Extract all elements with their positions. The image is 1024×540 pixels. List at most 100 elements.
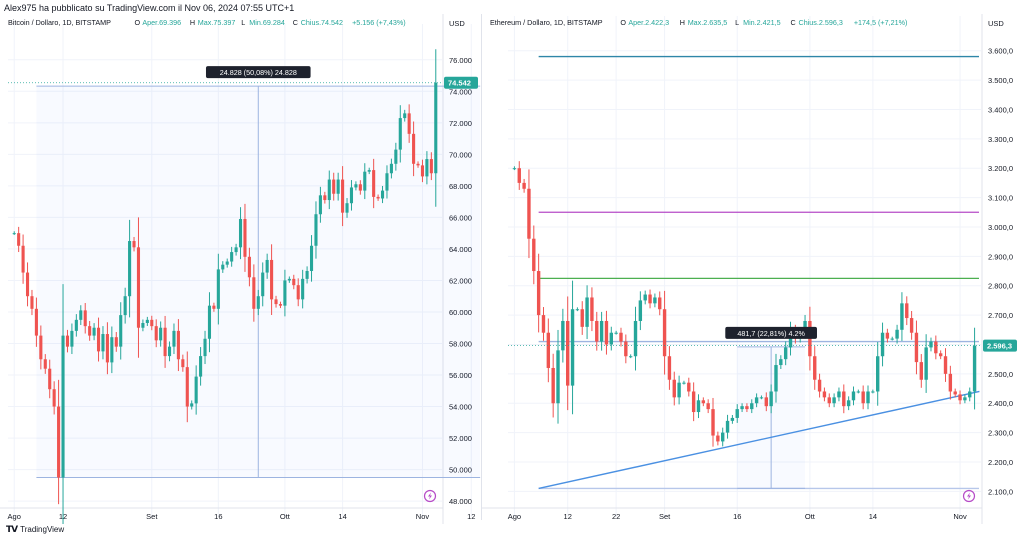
candle-body (895, 329, 899, 339)
candle-body (398, 118, 402, 150)
y-tick-label: 64.000 (449, 245, 472, 254)
candle-body (570, 309, 575, 386)
candle-body (221, 264, 225, 270)
y-tick-label: 2.800,0 (988, 282, 1013, 291)
candle-body (958, 394, 962, 401)
candle-body (57, 406, 61, 478)
candle-body (876, 356, 880, 392)
candle-body (653, 297, 657, 304)
candle-body (614, 332, 618, 334)
candle-body (332, 179, 336, 194)
candle-body (389, 163, 393, 174)
candle-body (114, 337, 118, 347)
bitcoin-chart[interactable]: Bitcoin / Dollaro, 1D, BITSTAMP O Aper.69.… (0, 14, 481, 524)
candle-body (136, 247, 141, 328)
candle-body (638, 300, 643, 321)
y-tick-label: 72.000 (449, 119, 472, 128)
legend-symbol: Ethereum / Dollaro, 1D, BITSTAMP (490, 18, 603, 27)
last-price-tag (983, 339, 1017, 352)
y-tick-label: 62.000 (449, 276, 472, 285)
candle-body (172, 330, 176, 347)
candle-body (517, 168, 521, 183)
candle-body (628, 356, 633, 358)
y-tick-label: 2.900,0 (988, 252, 1013, 261)
publisher-header: Alex975 ha pubblicato su TradingView.com… (4, 3, 295, 13)
candle-body (730, 417, 735, 421)
candle-body (101, 334, 105, 352)
candle-body (769, 391, 773, 407)
tradingview-logo-icon: 𝗧𝗩 (6, 524, 18, 534)
candle-body (123, 296, 127, 316)
candle-body (648, 294, 652, 304)
y-tick-label: 2.300,0 (988, 429, 1013, 438)
candle-body (159, 327, 163, 341)
y-tick-label: 56.000 (449, 371, 472, 380)
candle-body (429, 159, 433, 174)
candle-body (79, 310, 83, 320)
candle-body (212, 305, 216, 309)
candle-body (341, 179, 345, 213)
x-tick-label: 14 (338, 512, 346, 521)
candle-body (938, 353, 943, 357)
candle-body (199, 356, 203, 377)
candle-body (566, 320, 570, 386)
candle-body (633, 320, 638, 357)
x-tick-label: Nov (416, 512, 430, 521)
candle-body (309, 245, 314, 271)
candle-body (682, 382, 686, 384)
candle-body (948, 373, 953, 392)
candle-body (963, 397, 967, 401)
candle-body (924, 347, 928, 380)
y-tick-label: 76.000 (449, 56, 472, 65)
x-tick-label: 14 (869, 512, 877, 521)
candle-body (287, 278, 291, 281)
candle-body (225, 261, 229, 265)
y-tick-label: 74.000 (449, 87, 472, 96)
candle-body (243, 218, 247, 257)
candle-body (412, 133, 416, 164)
panel-divider (481, 14, 482, 520)
candle-body (943, 356, 948, 374)
candle-body (65, 335, 70, 347)
candle-body (345, 203, 349, 213)
candle-body (203, 338, 207, 357)
candle-body (779, 359, 783, 366)
footer-brand[interactable]: 𝗧𝗩 TradingView (6, 524, 64, 535)
candle-body (176, 330, 180, 360)
candle-body (270, 259, 274, 300)
candle-body (667, 356, 672, 380)
x-tick-label: 12 (467, 512, 475, 521)
ethereum-chart[interactable]: Ethereum / Dollaro, 1D, BITSTAMP O Aper.2.… (482, 14, 1024, 524)
candle-body (92, 327, 96, 336)
candle-body (247, 256, 251, 278)
candle-body (292, 278, 296, 286)
candle-body (61, 335, 65, 478)
candle-body (580, 309, 584, 327)
candle-body (609, 332, 613, 345)
x-tick-label: Set (659, 512, 671, 521)
candle-body (43, 359, 47, 369)
candle-body (711, 409, 715, 436)
candle-body (532, 238, 536, 272)
candle-body (141, 323, 145, 328)
y-tick-label: 66.000 (449, 213, 472, 222)
candle-body (774, 365, 778, 392)
candle-body (701, 400, 706, 404)
candle-body (721, 432, 725, 442)
footer-brand-label: TradingView (20, 525, 65, 534)
candle-body (919, 362, 923, 380)
y-tick-label: 70.000 (449, 150, 472, 159)
legend-symbol: Bitcoin / Dollaro, 1D, BITSTAMP (8, 18, 111, 27)
y-tick-label: 60.000 (449, 308, 472, 317)
legend-value: L (735, 18, 739, 27)
candle-body (953, 391, 957, 395)
candle-body (363, 171, 367, 191)
y-tick-label: 2.400,0 (988, 399, 1013, 408)
candle-body (750, 403, 754, 410)
candle-body (866, 391, 870, 404)
candle-body (754, 397, 759, 404)
last-price-tag (444, 76, 478, 89)
candle-body (261, 272, 265, 297)
x-tick-label: 16 (733, 512, 741, 521)
measure-label-box (725, 326, 817, 339)
